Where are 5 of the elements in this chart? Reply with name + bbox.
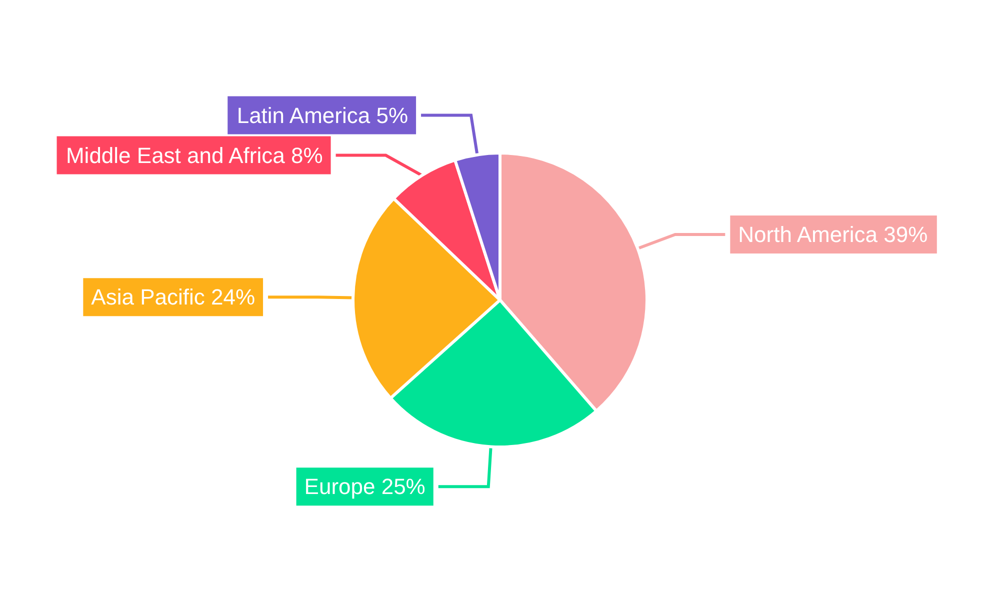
slice-label: Latin America 5% <box>236 102 408 128</box>
slice-label: Asia Pacific 24% <box>91 284 256 310</box>
slice-label: Europe 25% <box>304 474 426 500</box>
slice-label: Middle East and Africa 8% <box>66 142 323 168</box>
slice-label: North America 39% <box>738 222 928 248</box>
